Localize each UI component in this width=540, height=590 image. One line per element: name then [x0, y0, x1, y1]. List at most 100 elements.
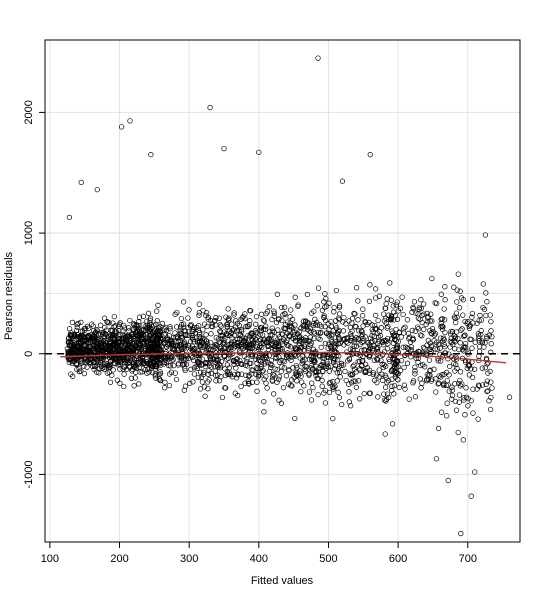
data-point [276, 315, 282, 322]
data-point [439, 326, 446, 332]
data-point [154, 308, 160, 314]
data-point [389, 421, 396, 427]
data-point [270, 371, 276, 378]
data-point [380, 364, 387, 371]
outlier-point [256, 149, 262, 155]
data-point [157, 338, 164, 344]
data-point [238, 342, 244, 348]
data-point [182, 367, 188, 374]
data-point [370, 369, 376, 376]
data-point [412, 364, 418, 370]
data-point [152, 328, 158, 334]
data-point [390, 340, 397, 346]
data-point [198, 374, 205, 380]
data-point [391, 382, 398, 389]
data-point [297, 355, 303, 361]
data-point [75, 320, 81, 327]
data-point [355, 359, 361, 365]
data-point [431, 337, 437, 344]
data-point [178, 315, 185, 322]
data-point [441, 371, 447, 377]
data-point [465, 363, 472, 369]
data-point [335, 315, 342, 321]
data-point [287, 324, 293, 330]
data-point [462, 340, 469, 347]
data-point [245, 378, 251, 384]
outlier-point [78, 179, 84, 186]
data-point [286, 327, 293, 334]
x-tick-label: 700 [459, 553, 477, 565]
data-point [322, 387, 328, 394]
data-point [131, 322, 137, 328]
data-point [410, 335, 416, 341]
x-tick-label: 400 [250, 553, 268, 565]
data-point [233, 318, 239, 324]
data-point [124, 366, 130, 372]
data-point [303, 337, 310, 344]
data-point [245, 380, 252, 386]
data-point [127, 317, 133, 324]
data-point [170, 334, 177, 341]
data-point [315, 285, 322, 291]
x-axis-label: Fitted values [251, 575, 314, 587]
data-point [153, 375, 159, 381]
data-point [336, 363, 343, 369]
data-point [442, 329, 448, 336]
data-point [166, 371, 173, 377]
data-point [295, 303, 301, 310]
data-point [377, 329, 383, 335]
data-point [345, 358, 351, 364]
data-point [206, 367, 212, 374]
data-point [241, 338, 247, 344]
data-point [468, 336, 474, 343]
data-point [460, 437, 466, 443]
data-point [326, 380, 333, 386]
data-point [379, 371, 385, 377]
data-point [381, 362, 387, 368]
data-point [162, 331, 169, 337]
data-point [273, 319, 280, 326]
data-point [280, 336, 287, 342]
data-point [349, 328, 355, 334]
data-point [95, 342, 101, 349]
data-point [302, 341, 308, 347]
data-point [366, 390, 373, 396]
data-point [147, 328, 153, 335]
data-point [380, 311, 387, 317]
data-point [346, 356, 353, 363]
data-point [321, 390, 327, 396]
data-point [319, 307, 326, 313]
data-point [117, 342, 124, 348]
data-point [205, 314, 211, 321]
data-point [453, 310, 460, 316]
data-point [94, 369, 100, 375]
data-point [292, 345, 298, 351]
data-point [471, 366, 478, 372]
data-point [100, 338, 107, 344]
data-point [312, 369, 318, 376]
data-point [282, 311, 288, 317]
data-point [468, 397, 475, 404]
data-point [91, 333, 97, 340]
data-point [319, 383, 325, 389]
data-point [316, 368, 322, 375]
data-point [204, 323, 210, 330]
data-point [373, 372, 380, 378]
data-point [120, 335, 126, 341]
smooth-line-layer [45, 351, 520, 364]
data-point [226, 328, 232, 334]
data-point [456, 346, 462, 353]
data-point [144, 336, 150, 342]
data-point [450, 341, 456, 348]
data-point [274, 379, 280, 385]
data-point [121, 383, 127, 390]
data-point [276, 334, 283, 340]
data-point [134, 334, 140, 340]
data-point [134, 361, 140, 367]
data-point [172, 370, 178, 376]
data-point [276, 397, 282, 403]
data-point [213, 378, 219, 384]
data-point [426, 346, 433, 352]
data-point [391, 363, 397, 369]
data-point [310, 366, 316, 372]
